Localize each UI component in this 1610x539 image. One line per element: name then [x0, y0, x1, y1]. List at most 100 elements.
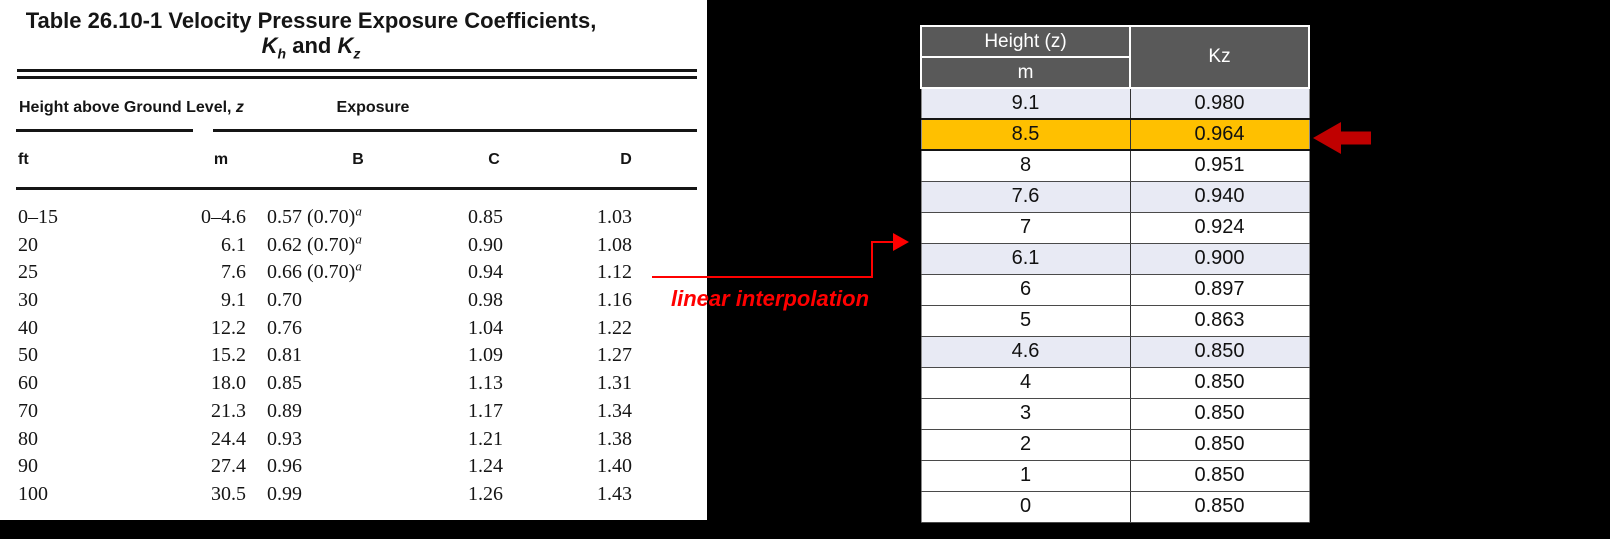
footnote-sup: a — [355, 203, 362, 219]
left-table-cell-ft: 90 — [18, 455, 38, 478]
kz-header-kz: Kz — [1129, 25, 1310, 89]
kz-cell: 0.924 — [1130, 211, 1310, 244]
group-header-height: Height above Ground Level, z — [19, 99, 244, 116]
left-table-cell-d: 1.08 — [597, 233, 632, 256]
left-table-cell-c: 1.26 — [468, 482, 503, 505]
left-table-cell-c: 0.90 — [468, 233, 503, 256]
kz-cell: 0.850 — [1130, 397, 1310, 430]
double-rule — [17, 69, 697, 79]
left-table-cell-b: 0.99 — [267, 482, 302, 505]
left-table-cell-d: 1.27 — [597, 344, 632, 367]
left-table-cell-b: 0.62 (0.70)a — [267, 231, 362, 256]
left-table-cell-m: 9.1 — [221, 289, 246, 312]
footnote-sup: a — [355, 231, 362, 247]
left-table-cell-c: 1.09 — [468, 344, 503, 367]
kz-table-row: 8.5 0.964 — [920, 118, 1310, 151]
left-table-cell-m: 0–4.6 — [201, 206, 246, 228]
left-table-row: 30 9.1 0.70 0.98 1.16 — [18, 287, 697, 315]
kz-cell: 0.900 — [1130, 242, 1310, 275]
rule-under-height — [16, 129, 193, 132]
left-table-row: 40 12.2 0.76 1.04 1.22 — [18, 315, 697, 343]
height-cell: 7.6 — [920, 180, 1131, 213]
left-table-cell-b: 0.70 — [267, 289, 302, 312]
left-table-cell-m: 15.2 — [211, 344, 246, 367]
left-table-cell-b: 0.57 (0.70)a — [267, 203, 362, 228]
footnote-sup: a — [355, 258, 362, 274]
left-table-cell-d: 1.03 — [597, 206, 632, 228]
kz-table-row: 9.1 0.980 — [920, 87, 1310, 120]
left-table-cell-b: 0.76 — [267, 316, 302, 339]
heavy-rule — [16, 187, 697, 190]
left-table-row: 70 21.3 0.89 1.17 1.34 — [18, 398, 697, 426]
kz-cell: 0.897 — [1130, 273, 1310, 306]
left-table-cell-c: 1.24 — [468, 455, 503, 478]
kz-table-row: 4 0.850 — [920, 366, 1310, 399]
left-table-row: 0–15 0–4.6 0.57 (0.70)a 0.85 1.03 — [18, 204, 697, 232]
left-table-cell-ft: 30 — [18, 289, 38, 312]
height-cell: 8.5 — [920, 118, 1131, 151]
kz-cell: 0.850 — [1130, 335, 1310, 368]
left-table-title-line1: Table 26.10-1 Velocity Pressure Exposure… — [25, 8, 597, 33]
left-table-cell-b: 0.93 — [267, 427, 302, 450]
left-table-row: 50 15.2 0.81 1.09 1.27 — [18, 342, 697, 370]
left-table-cell-m: 24.4 — [211, 427, 246, 450]
kz-cell: 0.940 — [1130, 180, 1310, 213]
left-table-cell-d: 1.40 — [597, 455, 632, 478]
left-table-title-line2: Kh and Kz — [261, 33, 361, 62]
left-table-row: 90 27.4 0.96 1.24 1.40 — [18, 453, 697, 481]
left-table-cell-b: 0.81 — [267, 344, 302, 367]
left-table-cell-m: 6.1 — [221, 233, 246, 256]
kz-cell: 0.980 — [1130, 87, 1310, 120]
left-table-cell-m: 12.2 — [211, 316, 246, 339]
height-cell: 3 — [920, 397, 1131, 430]
kz-header-unit-m: m — [920, 56, 1131, 89]
kz-table-row: 3 0.850 — [920, 397, 1310, 430]
left-table-cell-ft: 25 — [18, 261, 38, 284]
left-table-cell-b: 0.85 — [267, 372, 302, 395]
kz-table-wrap: Height (z) Kz m 9.1 0.980 8.5 0.964 8 0.951 7.… — [920, 25, 1310, 523]
height-cell: 1 — [920, 459, 1131, 492]
col-header-b: B — [352, 151, 364, 168]
left-table-cell-c: 0.85 — [468, 206, 503, 228]
height-cell: 4.6 — [920, 335, 1131, 368]
left-table-cell-m: 21.3 — [211, 399, 246, 422]
kz-table-row: 7 0.924 — [920, 211, 1310, 244]
height-cell: 5 — [920, 304, 1131, 337]
left-table-cell-ft: 50 — [18, 344, 38, 367]
left-table-cell-b: 0.66 (0.70)a — [267, 258, 362, 284]
kz-table-row: 1 0.850 — [920, 459, 1310, 492]
kz-cell: 0.964 — [1130, 118, 1310, 151]
left-table-cell-m: 27.4 — [211, 455, 246, 478]
left-table-cell-d: 1.43 — [597, 482, 632, 505]
kz-cell: 0.850 — [1130, 428, 1310, 461]
kz-cell: 0.863 — [1130, 304, 1310, 337]
height-cell: 6 — [920, 273, 1131, 306]
kz-table-row: 2 0.850 — [920, 428, 1310, 461]
height-cell: 7 — [920, 211, 1131, 244]
kz-table: Height (z) Kz m 9.1 0.980 8.5 0.964 8 0.951 7.… — [920, 25, 1310, 523]
left-table-title: Table 26.10-1 Velocity Pressure Exposure… — [0, 8, 622, 66]
left-table-cell-c: 0.94 — [468, 261, 503, 284]
height-cell: 2 — [920, 428, 1131, 461]
kz-table-row: 0 0.850 — [920, 490, 1310, 523]
kz-cell: 0.850 — [1130, 366, 1310, 399]
asce-table-panel: Table 26.10-1 Velocity Pressure Exposure… — [0, 0, 707, 520]
kz-table-row: 5 0.863 — [920, 304, 1310, 337]
left-table-cell-d: 1.16 — [597, 289, 632, 312]
left-table-row: 20 6.1 0.62 (0.70)a 0.90 1.08 — [18, 232, 697, 260]
kz-cell: 0.850 — [1130, 490, 1310, 523]
col-header-ft: ft — [18, 151, 29, 168]
left-table-cell-b: 0.96 — [267, 455, 302, 478]
left-table-row: 100 30.5 0.99 1.26 1.43 — [18, 481, 697, 509]
left-table-cell-c: 0.98 — [468, 289, 503, 312]
kz-table-row: 4.6 0.850 — [920, 335, 1310, 368]
kz-cell: 0.850 — [1130, 459, 1310, 492]
highlight-row-arrow-icon — [1313, 122, 1371, 154]
kz-cell: 0.951 — [1130, 149, 1310, 182]
left-table-body: 0–15 0–4.6 0.57 (0.70)a 0.85 1.03 20 6.1 0.62 (… — [18, 204, 697, 509]
linear-interpolation-label: linear interpolation — [671, 286, 870, 311]
col-header-m: m — [213, 151, 229, 168]
left-table-cell-ft: 20 — [18, 233, 38, 256]
height-cell: 9.1 — [920, 87, 1131, 120]
left-table-cell-d: 1.38 — [597, 427, 632, 450]
